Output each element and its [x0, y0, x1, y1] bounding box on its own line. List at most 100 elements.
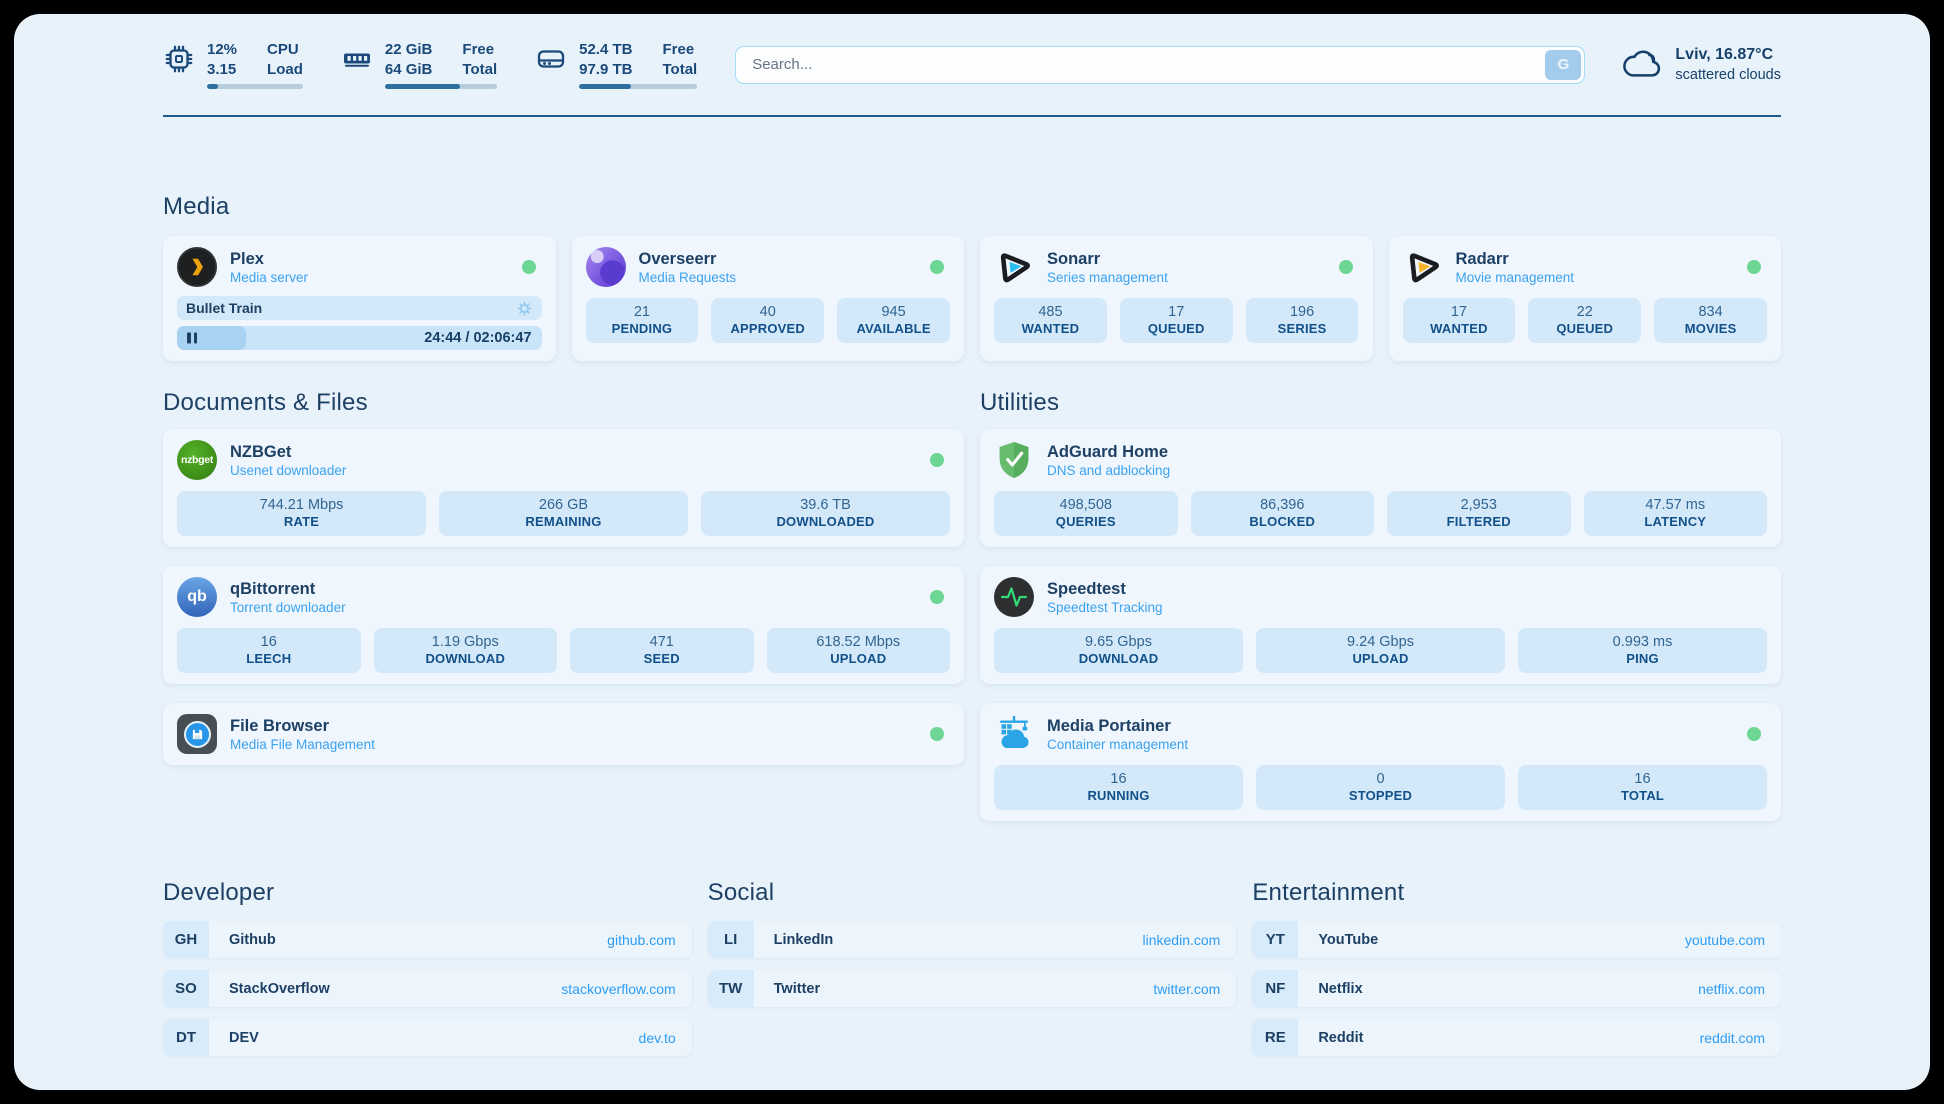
stat-value: 266 GB	[538, 497, 589, 513]
status-dot	[1338, 260, 1353, 274]
cpu-icon	[165, 45, 193, 73]
app-card-qbittorrent[interactable]: qb qBittorrent Torrent downloader 16 LEE…	[163, 566, 964, 684]
stat-tile: 1.19 Gbps DOWNLOAD	[373, 628, 557, 673]
stat-tile: 9.65 Gbps DOWNLOAD	[994, 628, 1243, 673]
bookmark-reddit[interactable]: RE Reddit reddit.com	[1252, 1019, 1781, 1056]
bookmark-domain: youtube.com	[1684, 931, 1765, 948]
app-title: File Browser	[230, 716, 330, 735]
app-card-overseerr[interactable]: Overseerr Media Requests 21 PENDING 40 A…	[571, 236, 964, 361]
ram-stat: 22 GiB Free 64 GiB Total	[341, 40, 498, 89]
bookmark-github[interactable]: GH Github github.com	[163, 921, 692, 958]
bookmark-netflix[interactable]: NF Netflix netflix.com	[1252, 970, 1781, 1007]
header-divider	[163, 115, 1781, 117]
bookmark-group-social: Social LI LinkedIn linkedin.com TW Twitt…	[707, 879, 1237, 1068]
app-subtitle: DNS and adblocking	[1047, 462, 1171, 478]
stat-value: 21	[633, 304, 650, 320]
stat-value: 1.19 Gbps	[431, 634, 499, 650]
bookmark-twitter[interactable]: TW Twitter twitter.com	[707, 970, 1237, 1007]
stat-value: 17	[1168, 304, 1185, 320]
stat-value: 9.65 Gbps	[1085, 634, 1152, 650]
stat-value: 498,508	[1059, 497, 1112, 513]
filebrowser-icon	[177, 714, 217, 754]
stat-tile: 945 AVAILABLE	[837, 298, 950, 343]
ram-icon	[343, 53, 370, 67]
app-subtitle: Container management	[1047, 736, 1189, 752]
app-title: Speedtest	[1047, 579, 1126, 598]
app-card-portainer[interactable]: Media Portainer Container management 16 …	[980, 703, 1781, 821]
bookmark-abbr: NF	[1252, 970, 1299, 1007]
stat-label: MOVIES	[1684, 321, 1737, 336]
playback-time: 24:44 / 02:06:47	[424, 330, 532, 346]
status-dot	[1747, 260, 1761, 274]
app-subtitle: Media Requests	[638, 269, 737, 285]
app-card-sonarr[interactable]: Sonarr Series management 485 WANTED 17 Q…	[980, 236, 1373, 361]
stat-label: QUEUED	[1147, 321, 1205, 336]
bookmark-name: Github	[229, 931, 276, 948]
stat-label: AVAILABLE	[856, 321, 931, 336]
app-card-adguard[interactable]: AdGuard Home DNS and adblocking 498,508 …	[980, 429, 1781, 547]
plex-icon	[177, 247, 217, 287]
bookmark-abbr: GH	[163, 921, 209, 958]
status-dot	[930, 260, 944, 274]
cpu-stat: 12% CPU 3.15 Load	[163, 40, 303, 89]
top-bar: 12% CPU 3.15 Load	[163, 40, 1781, 89]
app-card-speedtest[interactable]: Speedtest Speedtest Tracking 9.65 Gbps D…	[980, 566, 1781, 684]
stat-label: DOWNLOAD	[425, 651, 506, 666]
nzbget-icon: nzbget	[177, 440, 217, 480]
stat-tile: 834 MOVIES	[1654, 298, 1767, 343]
ram-free-label: Free	[462, 41, 495, 58]
section-heading-media: Media	[163, 193, 230, 220]
section-heading-documents: Documents & Files	[163, 389, 368, 416]
bookmark-stackoverflow[interactable]: SO StackOverflow stackoverflow.com	[163, 970, 692, 1007]
bookmark-dev[interactable]: DT DEV dev.to	[163, 1019, 692, 1056]
app-title: Media Portainer	[1047, 716, 1171, 735]
ram-total-label: Total	[462, 60, 498, 78]
bookmark-name: Twitter	[773, 980, 821, 997]
app-title: AdGuard Home	[1047, 442, 1169, 461]
search-engine-button[interactable]: G	[1545, 49, 1582, 80]
app-subtitle: Media File Management	[230, 736, 375, 752]
stat-label: RUNNING	[1087, 788, 1150, 803]
app-card-plex[interactable]: Plex Media server Bullet Train 24:44 / 0…	[163, 236, 556, 361]
stat-value: 2,953	[1460, 497, 1497, 513]
stat-value: 744.21 Mbps	[259, 497, 344, 513]
bookmark-abbr: DT	[163, 1019, 209, 1056]
bookmark-name: StackOverflow	[229, 980, 330, 997]
cpu-usage-label: CPU	[267, 41, 299, 58]
pause-icon[interactable]	[187, 332, 197, 344]
app-card-filebrowser[interactable]: File Browser Media File Management	[163, 703, 964, 765]
app-title: qBittorrent	[230, 579, 316, 598]
search-input[interactable]	[735, 45, 1586, 84]
stat-value: 196	[1289, 304, 1315, 320]
bookmark-name: Reddit	[1318, 1029, 1364, 1046]
stat-tile: 39.6 TB DOWNLOADED	[701, 491, 950, 536]
stat-value: 471	[649, 634, 674, 650]
stat-tile: 471 SEED	[570, 628, 754, 673]
weather-widget[interactable]: Lviv, 16.87°C scattered clouds	[1623, 44, 1781, 85]
bookmark-linkedin[interactable]: LI LinkedIn linkedin.com	[707, 921, 1237, 958]
app-subtitle: Usenet downloader	[230, 462, 347, 478]
stat-tile: 17 WANTED	[1402, 298, 1516, 343]
app-card-nzbget[interactable]: nzbget NZBGet Usenet downloader 744.21 M…	[163, 429, 964, 547]
section-heading-developer: Developer	[163, 879, 275, 906]
playback-progress-bar[interactable]: 24:44 / 02:06:47	[177, 326, 542, 350]
gear-icon[interactable]	[516, 300, 533, 317]
stat-tile: 485 WANTED	[994, 298, 1107, 343]
stat-value: 47.57 ms	[1645, 497, 1706, 513]
disk-free-value: 52.4 TB	[579, 41, 633, 58]
bookmark-youtube[interactable]: YT YouTube youtube.com	[1252, 921, 1781, 958]
stat-tile: 21 PENDING	[585, 298, 699, 343]
stat-label: LEECH	[246, 651, 292, 666]
bookmark-domain: linkedin.com	[1142, 931, 1221, 948]
app-title: Radarr	[1455, 249, 1509, 268]
stat-label: LATENCY	[1644, 514, 1707, 529]
stat-value: 618.52 Mbps	[816, 634, 901, 650]
stat-value: 834	[1698, 304, 1723, 320]
weather-condition: scattered clouds	[1675, 66, 1781, 83]
stat-label: FILTERED	[1446, 514, 1511, 529]
app-subtitle: Series management	[1047, 269, 1168, 285]
disk-stat: 52.4 TB Free 97.9 TB Total	[535, 40, 698, 89]
bookmark-group-entertainment: Entertainment YT YouTube youtube.com NF …	[1252, 879, 1781, 1068]
app-card-radarr[interactable]: Radarr Movie management 17 WANTED 22 QUE…	[1388, 236, 1781, 361]
